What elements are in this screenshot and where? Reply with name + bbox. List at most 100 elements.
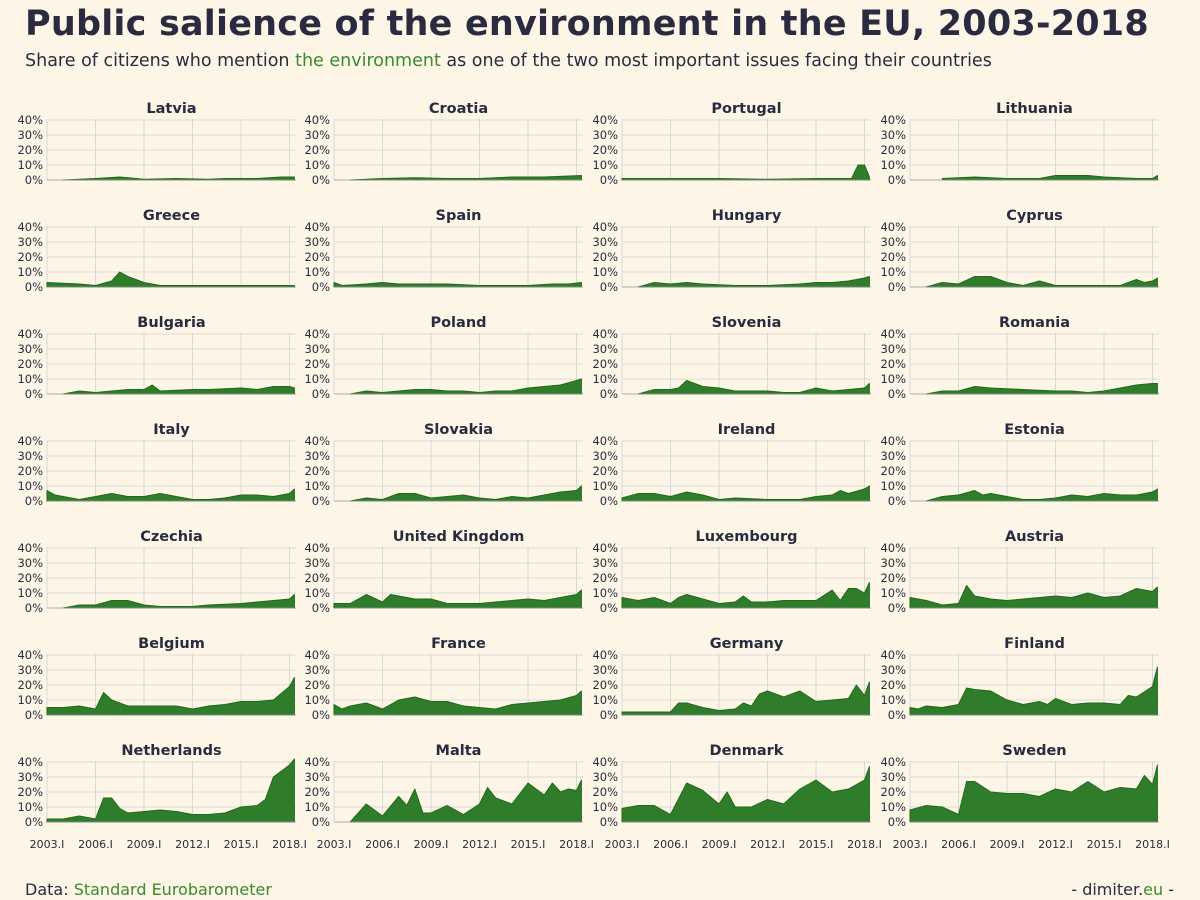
- series-area: [349, 175, 582, 181]
- series-area: [46, 758, 295, 823]
- series-area: [925, 276, 1158, 288]
- panel-czechia: 0%10%20%30%40% Czechia: [17, 529, 296, 615]
- y-tick-label: 10%: [592, 800, 618, 814]
- y-tick-label: 10%: [880, 372, 906, 386]
- series-area: [62, 176, 295, 181]
- y-tick-label: 40%: [592, 327, 618, 341]
- panel-title: Germany: [710, 636, 784, 652]
- y-tick-label: 0%: [25, 173, 43, 187]
- series-area: [621, 766, 870, 823]
- panel-ireland: 0%10%20%30%40% Ireland: [592, 422, 871, 508]
- y-tick-label: 10%: [304, 800, 330, 814]
- panel-united-kingdom: 0%10%20%30%40% United Kingdom: [304, 529, 583, 615]
- y-tick-label: 0%: [312, 601, 330, 615]
- source-link[interactable]: Standard Eurobarometer: [73, 880, 272, 899]
- panel-title: Spain: [436, 208, 482, 224]
- y-tick-label: 20%: [592, 357, 618, 371]
- series-area: [909, 585, 1158, 609]
- y-tick-label: 30%: [17, 128, 43, 142]
- panel-grid: [909, 119, 1159, 181]
- y-tick-label: 20%: [17, 250, 43, 264]
- y-tick-label: 0%: [600, 815, 618, 829]
- y-tick-label: 0%: [600, 173, 618, 187]
- y-tick-label: 0%: [312, 708, 330, 722]
- y-tick-label: 30%: [17, 663, 43, 677]
- y-tick-label: 20%: [304, 571, 330, 585]
- y-tick-label: 0%: [25, 708, 43, 722]
- y-tick-label: 40%: [592, 541, 618, 555]
- panel-title: Italy: [153, 422, 190, 438]
- panel-denmark: 0%10%20%30%40% Denmark 2003.I 2006.I 2009.I 2…: [592, 743, 881, 851]
- x-tick-label: 2009.I: [702, 838, 737, 851]
- panel-portugal: 0%10%20%30%40% Portugal: [592, 101, 871, 187]
- y-tick-label: 30%: [304, 663, 330, 677]
- x-tick-label: 2006.I: [653, 838, 688, 851]
- y-tick-label: 20%: [880, 678, 906, 692]
- y-tick-label: 0%: [888, 601, 906, 615]
- panel-germany: 0%10%20%30%40% Germany: [592, 636, 871, 722]
- y-tick-label: 10%: [592, 586, 618, 600]
- y-tick-label: 40%: [592, 755, 618, 769]
- y-tick-label: 40%: [880, 327, 906, 341]
- brand-credit: - dimiter.eu -: [1071, 880, 1174, 899]
- series-area: [62, 594, 295, 609]
- panel-title: Hungary: [712, 208, 782, 224]
- y-tick-label: 10%: [17, 800, 43, 814]
- y-tick-label: 40%: [304, 113, 330, 127]
- series-area: [333, 589, 582, 609]
- y-tick-label: 0%: [312, 494, 330, 508]
- y-tick-label: 0%: [888, 708, 906, 722]
- y-tick-label: 0%: [600, 494, 618, 508]
- y-tick-label: 10%: [17, 479, 43, 493]
- y-tick-label: 30%: [304, 556, 330, 570]
- x-tick-label: 2003.I: [605, 838, 640, 851]
- y-tick-label: 10%: [17, 265, 43, 279]
- x-tick-label: 2003.I: [317, 838, 352, 851]
- panel-greece: 0%10%20%30%40% Greece: [17, 208, 296, 294]
- y-tick-label: 30%: [880, 449, 906, 463]
- y-tick-label: 40%: [592, 434, 618, 448]
- y-tick-label: 40%: [17, 327, 43, 341]
- panel-croatia: 0%10%20%30%40% Croatia: [304, 101, 583, 187]
- series-area: [46, 488, 295, 502]
- series-area: [349, 378, 582, 395]
- y-tick-label: 40%: [17, 541, 43, 555]
- panel-grid: [46, 226, 296, 288]
- panel-title: Belgium: [138, 636, 205, 652]
- y-tick-label: 30%: [592, 342, 618, 356]
- panel-grid: [621, 333, 871, 395]
- y-tick-label: 0%: [600, 601, 618, 615]
- y-tick-label: 0%: [312, 387, 330, 401]
- x-tick-label: 2018.I: [272, 838, 307, 851]
- panel-grid: [621, 226, 871, 288]
- y-tick-label: 20%: [592, 143, 618, 157]
- y-tick-label: 10%: [880, 800, 906, 814]
- y-tick-label: 40%: [880, 755, 906, 769]
- data-source: Data: Standard Eurobarometer: [25, 880, 272, 899]
- panel-grid: [333, 226, 583, 288]
- y-tick-label: 20%: [592, 571, 618, 585]
- panel-grid: [333, 547, 583, 609]
- y-tick-label: 10%: [880, 479, 906, 493]
- y-tick-label: 30%: [592, 556, 618, 570]
- subtitle-after: as one of the two most important issues …: [440, 51, 992, 71]
- panel-italy: 0%10%20%30%40% Italy: [17, 422, 296, 508]
- y-tick-label: 10%: [304, 265, 330, 279]
- panel-title: United Kingdom: [393, 529, 525, 545]
- y-tick-label: 40%: [17, 113, 43, 127]
- x-tick-label: 2018.I: [559, 838, 594, 851]
- y-tick-label: 0%: [600, 708, 618, 722]
- y-tick-label: 20%: [17, 785, 43, 799]
- y-tick-label: 0%: [25, 601, 43, 615]
- panel-title: Sweden: [1002, 743, 1066, 759]
- y-tick-label: 0%: [888, 815, 906, 829]
- y-tick-label: 40%: [592, 220, 618, 234]
- panel-title: Latvia: [146, 101, 196, 117]
- y-tick-label: 30%: [17, 770, 43, 784]
- panel-belgium: 0%10%20%30%40% Belgium: [17, 636, 296, 722]
- y-tick-label: 30%: [592, 449, 618, 463]
- series-area: [46, 677, 295, 716]
- y-tick-label: 10%: [304, 479, 330, 493]
- series-area: [925, 488, 1158, 502]
- y-tick-label: 10%: [304, 693, 330, 707]
